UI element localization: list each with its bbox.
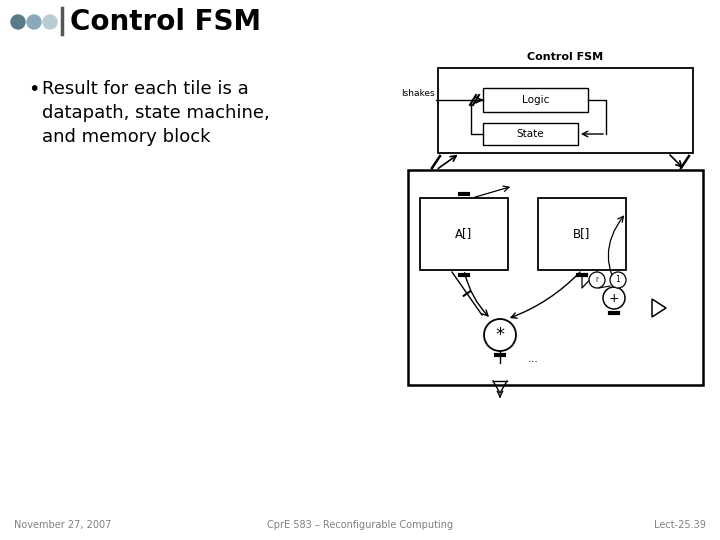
Text: November 27, 2007: November 27, 2007 bbox=[14, 520, 112, 530]
Text: CprE 583 – Reconfigurable Computing: CprE 583 – Reconfigurable Computing bbox=[267, 520, 453, 530]
Text: datapath, state machine,: datapath, state machine, bbox=[42, 104, 270, 122]
Bar bbox=[438, 68, 693, 153]
Bar bbox=[420, 198, 508, 270]
Text: ...: ... bbox=[528, 354, 539, 364]
Text: Control FSM: Control FSM bbox=[70, 8, 261, 36]
Bar bbox=[538, 198, 626, 270]
Text: •: • bbox=[28, 80, 40, 99]
Text: Control FSM: Control FSM bbox=[528, 52, 603, 62]
Text: *: * bbox=[495, 326, 505, 344]
Circle shape bbox=[11, 15, 25, 29]
Circle shape bbox=[484, 319, 516, 351]
Bar bbox=[483, 123, 578, 145]
Circle shape bbox=[610, 272, 626, 288]
Circle shape bbox=[603, 287, 625, 309]
Text: Logic: Logic bbox=[522, 95, 549, 105]
Circle shape bbox=[43, 15, 57, 29]
Circle shape bbox=[589, 272, 605, 288]
Bar bbox=[408, 170, 703, 385]
Circle shape bbox=[27, 15, 41, 29]
Text: A[]: A[] bbox=[455, 227, 472, 240]
Text: B[]: B[] bbox=[573, 227, 590, 240]
Text: Ishakes: Ishakes bbox=[401, 89, 435, 98]
Text: Result for each tile is a: Result for each tile is a bbox=[42, 80, 248, 98]
Text: i': i' bbox=[595, 277, 599, 283]
Text: State: State bbox=[517, 129, 544, 139]
Bar bbox=[483, 88, 588, 112]
Text: +: + bbox=[608, 292, 619, 305]
Text: Lect-25.39: Lect-25.39 bbox=[654, 520, 706, 530]
Text: 1: 1 bbox=[616, 275, 621, 285]
Text: and memory block: and memory block bbox=[42, 128, 210, 146]
